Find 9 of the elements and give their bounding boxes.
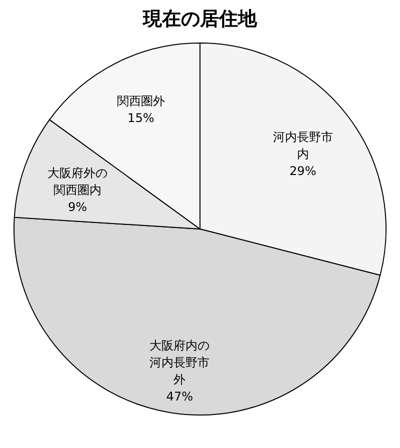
slice-label: 河内長野市内 <box>272 130 333 162</box>
slice-label: 関西圏外 <box>116 94 165 108</box>
data-label: 29% <box>290 164 316 178</box>
data-label: 47% <box>166 390 193 404</box>
data-label: 9% <box>68 200 88 214</box>
slice-label: 大阪府外の関西圏内 <box>47 166 108 197</box>
chart-title: 現在の居住地 <box>142 8 258 30</box>
slice-label: 大阪府内の河内長野市外 <box>150 338 210 387</box>
data-label: 15% <box>128 110 154 125</box>
